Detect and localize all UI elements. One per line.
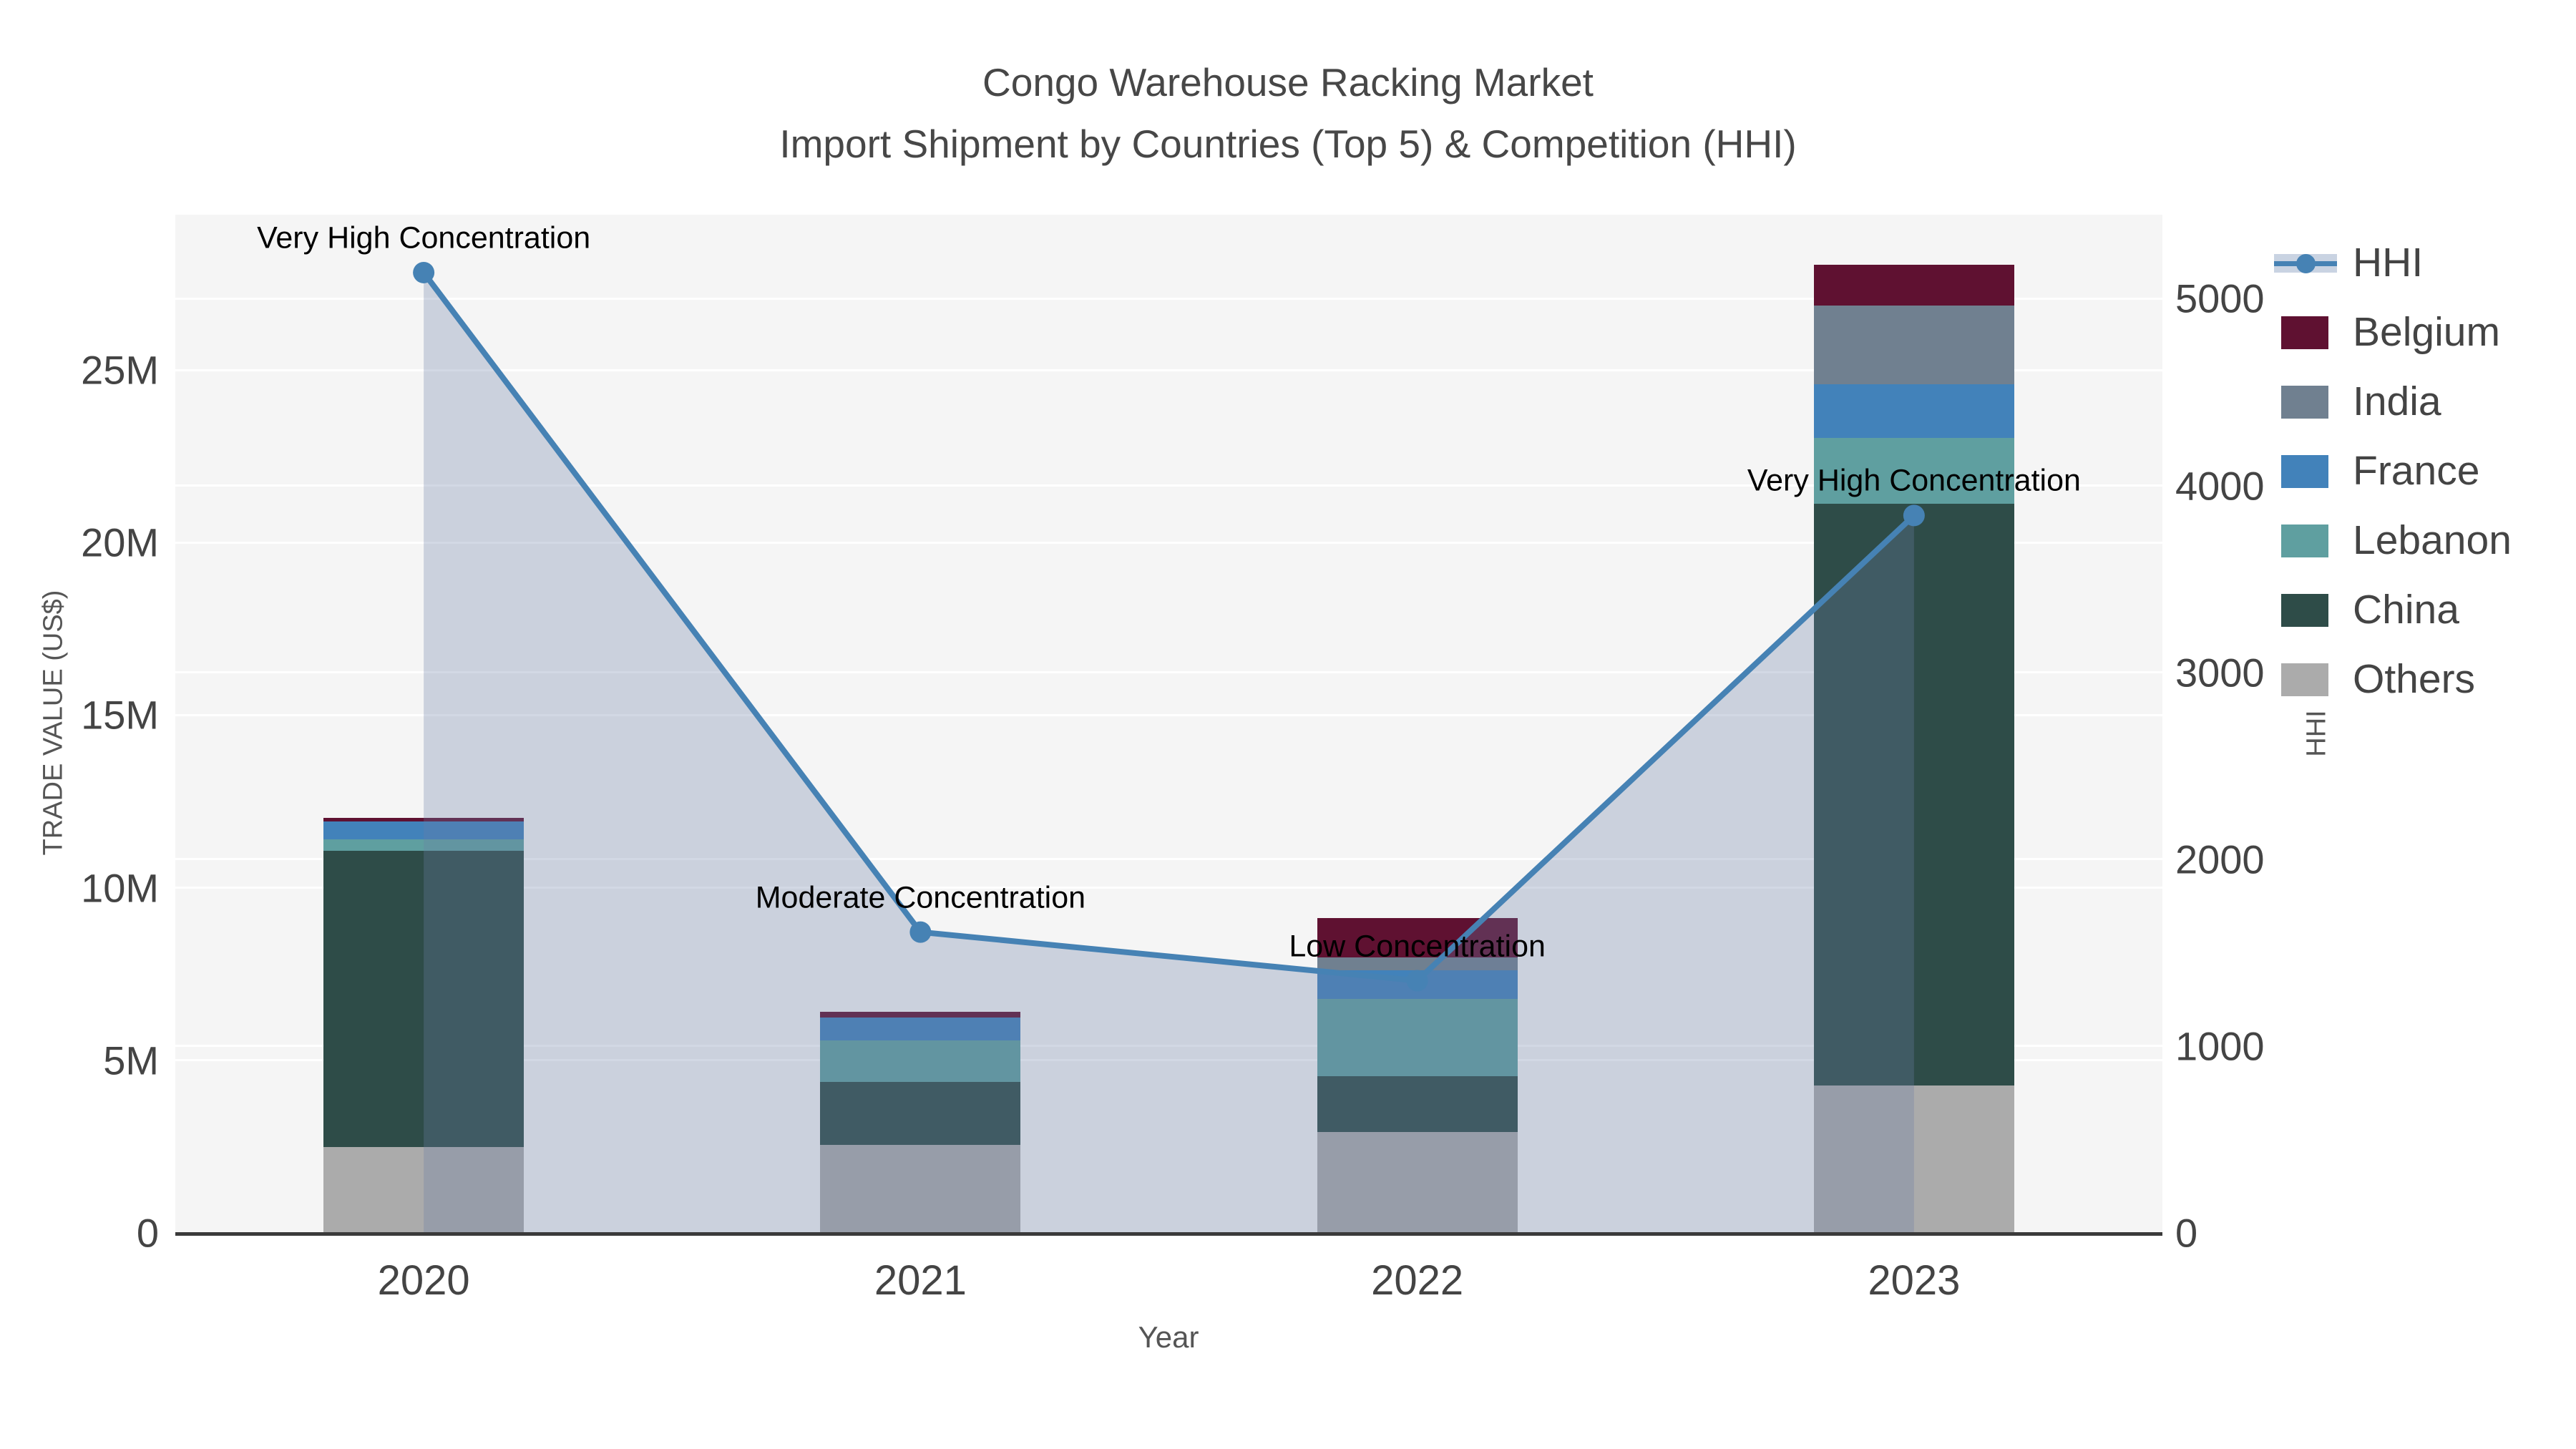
gridline bbox=[175, 484, 2162, 487]
legend-item-france[interactable]: France bbox=[2274, 436, 2512, 505]
bar-2023-belgium[interactable] bbox=[1813, 264, 2014, 306]
x-tick-2021: 2021 bbox=[874, 1257, 967, 1304]
bar-2023-china[interactable] bbox=[1813, 504, 2014, 1086]
hhi-marker-2021[interactable] bbox=[909, 921, 932, 943]
x-tick-2022: 2022 bbox=[1371, 1257, 1464, 1304]
bar-2023-lebanon[interactable] bbox=[1813, 438, 2014, 504]
hhi-area-fill bbox=[424, 272, 1914, 1233]
bar-2022-lebanon[interactable] bbox=[1317, 999, 1518, 1077]
legend-label: Belgium bbox=[2353, 308, 2500, 355]
gridline bbox=[175, 713, 2162, 716]
hhi-marker-2023[interactable] bbox=[1903, 504, 1925, 527]
gridline bbox=[175, 1059, 2162, 1062]
legend-label: Lebanon bbox=[2353, 517, 2512, 563]
legend-item-china[interactable]: China bbox=[2274, 575, 2512, 644]
y-right-tick-5000: 5000 bbox=[2175, 275, 2265, 321]
annotation-2022: Low Concentration bbox=[1289, 929, 1546, 963]
legend-label: Others bbox=[2353, 655, 2476, 702]
y-left-tick-15M: 15M bbox=[81, 692, 159, 738]
bar-2023-india[interactable] bbox=[1813, 305, 2014, 384]
x-tick-2020: 2020 bbox=[377, 1257, 470, 1304]
legend-item-belgium[interactable]: Belgium bbox=[2274, 297, 2512, 366]
bar-2021-lebanon[interactable] bbox=[820, 1040, 1021, 1082]
gridline bbox=[175, 858, 2162, 861]
color-swatch-icon bbox=[2274, 591, 2337, 628]
legend: HHI Belgium India France Lebanon China Others bbox=[2274, 228, 2512, 713]
hhi-marker-2020[interactable] bbox=[413, 261, 435, 283]
color-swatch-icon bbox=[2274, 660, 2337, 698]
x-axis-line bbox=[175, 1232, 2162, 1236]
y-right-tick-4000: 4000 bbox=[2175, 463, 2265, 509]
bar-2022-others[interactable] bbox=[1317, 1131, 1518, 1233]
bar-2020-france[interactable] bbox=[323, 821, 525, 839]
bar-2023-others[interactable] bbox=[1813, 1085, 2014, 1233]
hhi-line-icon bbox=[2274, 244, 2337, 281]
bar-2020-belgium[interactable] bbox=[323, 817, 525, 821]
color-swatch-icon bbox=[2274, 522, 2337, 559]
bar-2021-france[interactable] bbox=[820, 1017, 1021, 1040]
gridline bbox=[175, 541, 2162, 544]
legend-item-others[interactable]: Others bbox=[2274, 644, 2512, 713]
bar-2022-belgium[interactable] bbox=[1317, 917, 1518, 957]
legend-item-hhi[interactable]: HHI bbox=[2274, 228, 2512, 297]
bar-2022-india[interactable] bbox=[1317, 957, 1518, 971]
chart-title: Congo Warehouse Racking Market Import Sh… bbox=[0, 52, 2576, 175]
legend-label: HHI bbox=[2353, 239, 2424, 286]
y-left-tick-10M: 10M bbox=[81, 865, 159, 911]
y-left-tick-0: 0 bbox=[136, 1210, 159, 1256]
hhi-marker-2022[interactable] bbox=[1406, 970, 1428, 992]
y-right-tick-3000: 3000 bbox=[2175, 650, 2265, 696]
legend-label: India bbox=[2353, 378, 2441, 424]
legend-item-india[interactable]: India bbox=[2274, 366, 2512, 436]
legend-label: China bbox=[2353, 586, 2459, 633]
plot-area: Very High Concentration Moderate Concentr… bbox=[175, 215, 2162, 1233]
y-right-tick-2000: 2000 bbox=[2175, 836, 2265, 882]
annotation-2020: Very High Concentration bbox=[257, 220, 591, 255]
bar-2020-lebanon[interactable] bbox=[323, 839, 525, 852]
annotation-2023: Very High Concentration bbox=[1747, 463, 2081, 498]
bar-2022-china[interactable] bbox=[1317, 1076, 1518, 1132]
hhi-line-layer bbox=[413, 261, 1925, 1233]
y-left-tick-20M: 20M bbox=[81, 519, 159, 565]
hhi-line bbox=[421, 270, 1916, 984]
gridline bbox=[175, 297, 2162, 300]
legend-item-lebanon[interactable]: Lebanon bbox=[2274, 505, 2512, 575]
bar-2021-others[interactable] bbox=[820, 1144, 1021, 1233]
y-left-tick-25M: 25M bbox=[81, 347, 159, 393]
chart-title-line2: Import Shipment by Countries (Top 5) & C… bbox=[779, 122, 1797, 166]
y-axis-left-title: TRADE VALUE (US$) bbox=[38, 590, 69, 856]
legend-label: France bbox=[2353, 447, 2480, 494]
gridline bbox=[175, 369, 2162, 371]
gridline bbox=[175, 1045, 2162, 1048]
bar-2023-france[interactable] bbox=[1813, 384, 2014, 439]
bar-2020-others[interactable] bbox=[323, 1146, 525, 1233]
x-axis-title: Year bbox=[1138, 1320, 1199, 1354]
y-right-tick-0: 0 bbox=[2175, 1210, 2198, 1256]
color-swatch-icon bbox=[2274, 452, 2337, 489]
gridline bbox=[175, 887, 2162, 889]
chart-title-line1: Congo Warehouse Racking Market bbox=[982, 60, 1594, 104]
y-left-tick-5M: 5M bbox=[103, 1038, 159, 1083]
color-swatch-icon bbox=[2274, 313, 2337, 351]
y-right-tick-1000: 1000 bbox=[2175, 1023, 2265, 1069]
bar-2020-china[interactable] bbox=[323, 851, 525, 1147]
color-swatch-icon bbox=[2274, 383, 2337, 420]
x-tick-2023: 2023 bbox=[1868, 1257, 1961, 1304]
bar-2021-china[interactable] bbox=[820, 1081, 1021, 1145]
bar-2021-belgium[interactable] bbox=[820, 1011, 1021, 1018]
annotation-2021: Moderate Concentration bbox=[755, 880, 1086, 915]
gridline bbox=[175, 671, 2162, 674]
y-axis-right-title: HHI bbox=[2301, 710, 2332, 757]
